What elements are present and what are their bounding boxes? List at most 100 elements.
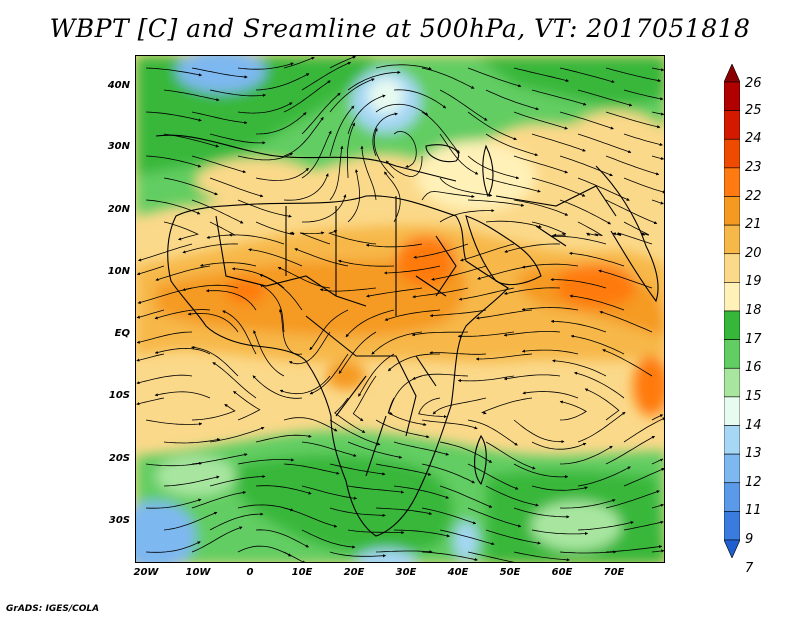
streamline bbox=[513, 67, 570, 82]
colorbar-label: 20 bbox=[745, 245, 762, 261]
streamline bbox=[255, 73, 310, 91]
streamline bbox=[531, 133, 586, 152]
colorbar-cell-bottom bbox=[724, 539, 740, 558]
streamline bbox=[481, 397, 533, 415]
field-hot-1 bbox=[396, 236, 456, 286]
colorbar-label: 18 bbox=[745, 303, 762, 318]
streamline bbox=[283, 56, 315, 69]
streamline bbox=[467, 199, 525, 207]
streamline bbox=[513, 419, 565, 444]
lat-label-10n: 10N bbox=[107, 266, 130, 277]
streamline bbox=[163, 133, 220, 148]
streamline bbox=[485, 89, 540, 111]
colorbar-label: 16 bbox=[745, 360, 762, 376]
streamline bbox=[623, 89, 664, 101]
streamline bbox=[623, 417, 664, 443]
streamline bbox=[283, 116, 324, 157]
streamline bbox=[651, 67, 664, 72]
streamline bbox=[255, 167, 309, 181]
streamline bbox=[279, 308, 303, 355]
colorbar-cell bbox=[724, 81, 740, 111]
streamline bbox=[602, 349, 653, 377]
streamline bbox=[439, 209, 495, 223]
streamline bbox=[393, 89, 447, 109]
streamline bbox=[329, 551, 387, 558]
colorbar-label: 9 bbox=[745, 532, 754, 547]
field-yellow-n1 bbox=[196, 159, 316, 203]
streamline bbox=[559, 400, 587, 421]
field-hot-5 bbox=[326, 362, 366, 390]
streamline bbox=[550, 234, 607, 245]
streamline bbox=[347, 529, 405, 535]
streamline bbox=[337, 259, 395, 267]
streamline bbox=[651, 458, 664, 465]
lon-label-60e: 60E bbox=[551, 567, 573, 578]
streamline bbox=[334, 397, 366, 433]
streamline bbox=[191, 67, 248, 79]
streamline bbox=[623, 468, 664, 487]
streamline bbox=[577, 133, 632, 154]
streamline bbox=[155, 265, 211, 281]
streamline bbox=[605, 435, 656, 465]
streamline bbox=[521, 307, 579, 311]
streamline bbox=[467, 155, 520, 180]
streamline bbox=[375, 64, 432, 70]
streamline bbox=[431, 265, 487, 281]
streamline bbox=[237, 102, 293, 114]
streamline bbox=[233, 390, 261, 421]
streamline bbox=[163, 89, 220, 102]
streamline bbox=[513, 551, 570, 562]
streamline bbox=[651, 199, 664, 205]
streamline bbox=[163, 438, 221, 444]
streamline bbox=[485, 485, 539, 507]
streamline bbox=[612, 232, 653, 245]
streamline bbox=[384, 309, 441, 321]
streamline bbox=[559, 67, 615, 83]
lat-label-30s: 30S bbox=[108, 515, 130, 526]
streamline bbox=[569, 294, 625, 311]
streamline bbox=[301, 92, 341, 135]
streamline bbox=[393, 130, 417, 168]
streamline bbox=[209, 474, 266, 487]
border-1 bbox=[215, 215, 367, 307]
streamline bbox=[457, 331, 515, 338]
streamline bbox=[605, 545, 663, 553]
streamline bbox=[573, 371, 625, 399]
black-sea bbox=[425, 144, 459, 163]
lon-label-70e: 70E bbox=[603, 567, 625, 578]
streamline bbox=[329, 105, 355, 157]
colorbar-label: 13 bbox=[745, 446, 762, 462]
streamline bbox=[605, 155, 660, 176]
colorbar-label: 24 bbox=[745, 131, 762, 147]
streamline bbox=[253, 330, 285, 377]
colorbar-cell bbox=[724, 453, 740, 484]
streamline bbox=[145, 155, 202, 168]
streamline bbox=[375, 507, 433, 516]
streamline bbox=[485, 133, 539, 157]
streamline bbox=[421, 111, 460, 154]
colorbar-cell bbox=[724, 511, 740, 541]
streamline bbox=[577, 411, 626, 443]
streamline bbox=[439, 89, 488, 121]
streamline bbox=[301, 485, 358, 500]
streamline bbox=[577, 89, 633, 107]
credit-text: GrADS: IGES/COLA bbox=[6, 604, 100, 614]
field-yellow-n3 bbox=[561, 111, 664, 191]
field-light-green-2 bbox=[156, 456, 236, 496]
streamline bbox=[136, 374, 193, 385]
field-blue-sw bbox=[136, 501, 196, 562]
streamline bbox=[163, 177, 218, 196]
colorbar-cell bbox=[724, 138, 740, 169]
streamline bbox=[309, 353, 349, 395]
lon-label-20w: 20W bbox=[133, 567, 159, 578]
streamline bbox=[584, 388, 620, 421]
streamline bbox=[329, 145, 344, 201]
colorbar-label: 25 bbox=[745, 102, 762, 118]
streamline bbox=[559, 199, 611, 225]
streamline bbox=[329, 419, 381, 446]
streamline bbox=[421, 463, 475, 484]
streamline bbox=[651, 414, 664, 421]
streamline bbox=[412, 373, 469, 380]
streamline bbox=[366, 287, 423, 298]
streamline bbox=[209, 426, 265, 443]
